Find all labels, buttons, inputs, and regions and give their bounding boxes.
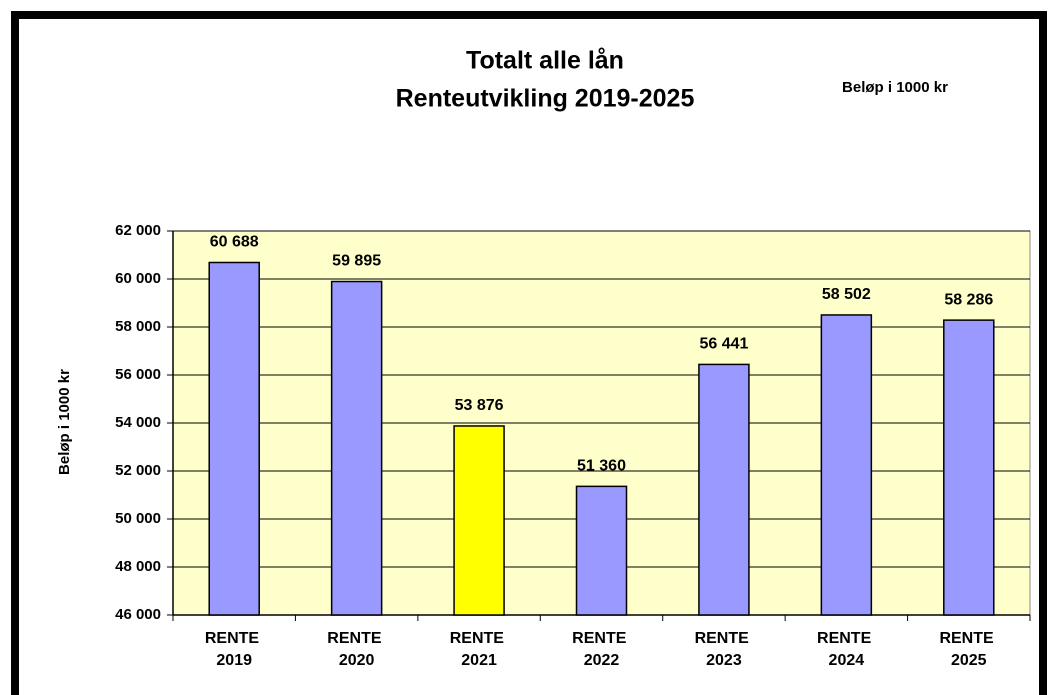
data-label: 58 502 [822, 286, 871, 303]
bar [943, 319, 995, 616]
chart-title: Totalt alle lån [466, 47, 624, 75]
x-tick-label: RENTE 2024 [817, 630, 876, 669]
y-tick-label: 54 000 [115, 414, 161, 431]
data-label: 56 441 [699, 336, 748, 353]
data-label: 60 688 [210, 234, 259, 251]
y-axis-label: Beløp i 1000 kr [56, 369, 73, 475]
chart-subtitle: Renteutvikling 2019-2025 [396, 85, 695, 113]
y-tick-label: 60 000 [115, 270, 161, 287]
bar [208, 261, 260, 616]
y-tick-label: 50 000 [115, 510, 161, 527]
bar [453, 425, 505, 616]
x-tick-label: RENTE 2022 [572, 630, 631, 669]
bar [330, 280, 383, 616]
y-tick-label: 62 000 [115, 222, 161, 239]
x-tick-label: RENTE 2021 [450, 630, 509, 669]
annotation: Beløp i 1000 kr [842, 79, 948, 96]
data-label: 51 360 [577, 458, 626, 475]
x-tick-label: RENTE 2019 [205, 630, 264, 669]
x-tick-label: RENTE 2023 [695, 630, 754, 669]
bar [575, 485, 628, 616]
data-label: 58 286 [944, 291, 993, 308]
y-tick-label: 46 000 [115, 606, 161, 623]
data-label: 53 876 [455, 397, 504, 414]
bar [698, 363, 750, 616]
y-tick-label: 52 000 [115, 462, 161, 479]
y-tick-label: 48 000 [115, 558, 161, 575]
bar [820, 314, 873, 616]
x-tick-label: RENTE 2025 [939, 630, 998, 669]
data-label: 59 895 [332, 253, 381, 270]
y-tick-label: 56 000 [115, 366, 161, 383]
y-tick-label: 58 000 [115, 318, 161, 335]
x-tick-label: RENTE 2020 [327, 630, 386, 669]
